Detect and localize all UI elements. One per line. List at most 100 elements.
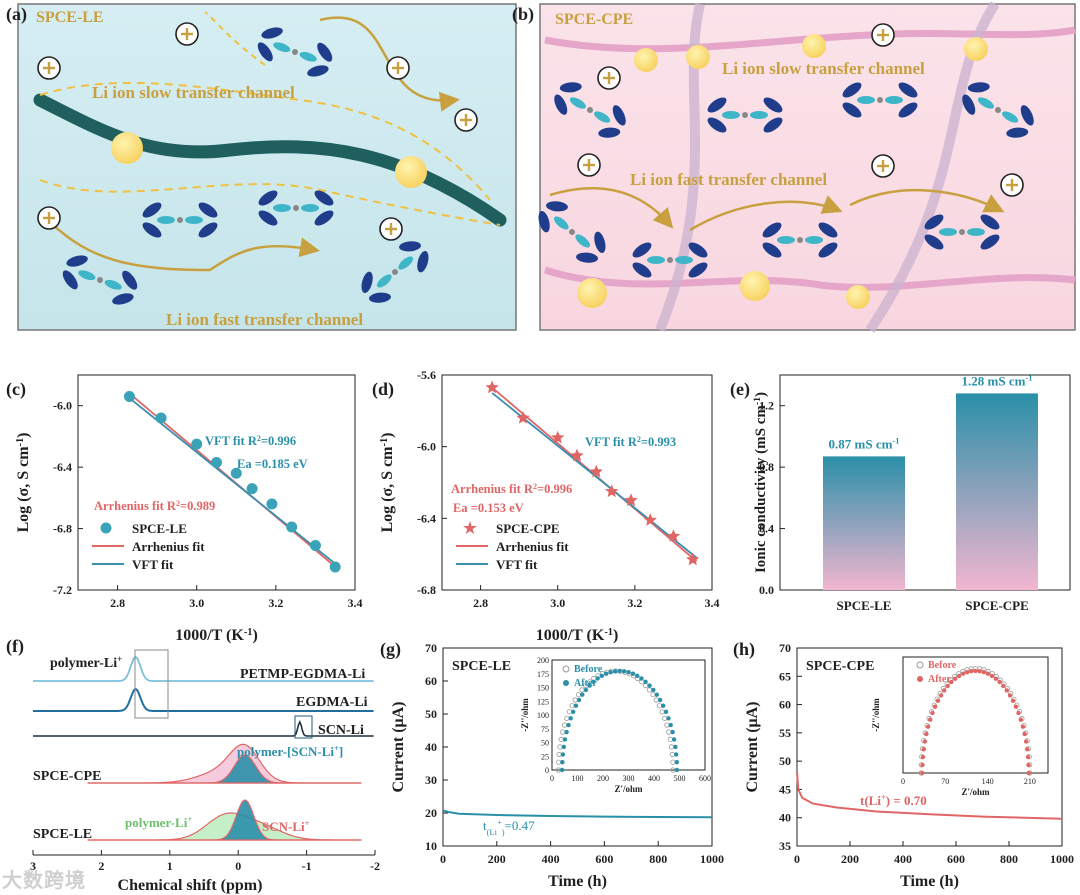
nyquist-point (920, 762, 925, 768)
arrhenius-annotation-part: Arrhenius fit R (94, 499, 177, 513)
nyquist-point (997, 679, 1002, 685)
x-tick-label: -1 (302, 859, 312, 873)
nyquist-point (1004, 688, 1009, 693)
nyquist-point (924, 731, 929, 737)
inset-x-tick-label: 140 (982, 777, 994, 786)
data-point (211, 457, 222, 469)
panel-a-title: SPCE-LE (36, 9, 104, 26)
nyquist-point (580, 692, 585, 697)
inset-y-tick-label: 75 (541, 725, 549, 734)
spectrum-label-part: + (117, 654, 122, 664)
arrhenius-annotation-part: 2 (533, 482, 537, 491)
y-tick-label: -6.4 (417, 511, 436, 525)
x-tick-label: SPCE-CPE (965, 598, 1029, 613)
nyquist-point (663, 709, 669, 714)
nyquist-point (1020, 724, 1026, 729)
nyquist-point (671, 737, 677, 742)
nyquist-point (1026, 770, 1031, 776)
arrhenius-annotation: Arrhenius fit R2=0.989 (94, 499, 215, 514)
nyquist-point (922, 739, 928, 744)
nyquist-point (604, 671, 609, 676)
spectrum-label-part: SCN-Li (262, 819, 305, 834)
nyquist-point (587, 683, 592, 688)
inset-legend-label: After (574, 678, 597, 689)
plot-frame (77, 374, 356, 591)
data-point (485, 380, 499, 394)
nyquist-point (576, 697, 582, 703)
x-tick-label: 800 (1000, 852, 1018, 866)
y-axis-label-part: -1 (15, 438, 26, 447)
legend-label: VFT fit (132, 557, 174, 572)
panel-letter: (g) (380, 639, 401, 660)
nyquist-point (661, 703, 666, 708)
x-tick-label: 600 (947, 852, 965, 866)
bar-value-label-part: -1 (892, 435, 899, 445)
data-point (686, 552, 700, 566)
y-tick-label: -6.8 (53, 522, 72, 536)
legend-label: VFT fit (496, 557, 538, 572)
y-axis-label: Current (μA) (744, 702, 761, 793)
y-axis-label: Current (μA) (390, 702, 407, 793)
nyquist-point (643, 679, 648, 684)
x-tick-label: 3.4 (705, 596, 720, 610)
x-tick-label: 600 (595, 852, 613, 866)
spectrum-label: SPCE-CPE (33, 769, 101, 784)
x-tick-label: 3.2 (268, 596, 283, 610)
data-point (286, 521, 298, 533)
x-tick-label: 0 (235, 859, 241, 873)
x-tick-label: 0 (440, 852, 446, 866)
nyquist-point (935, 698, 941, 703)
inset-frame (551, 659, 706, 771)
spectrum-label: polymer-Li+ (125, 814, 192, 830)
inset-x-tick-label: 200 (597, 774, 609, 783)
legend-marker (100, 522, 112, 534)
inset-y-tick-label: 100 (537, 711, 549, 720)
y-tick-label: 0.8 (759, 460, 774, 474)
nyquist-point (668, 722, 673, 728)
nyquist-point (938, 693, 944, 698)
y-tick-label: 30 (425, 773, 437, 787)
nyquist-point (925, 724, 931, 729)
data-point (516, 411, 530, 424)
inset-x-tick-label: 600 (699, 774, 711, 783)
inset-y-tick-label: 150 (537, 684, 549, 693)
nyquist-point (1023, 739, 1029, 744)
panel-e-letter: (e) (730, 379, 750, 400)
nyquist-point (561, 744, 566, 750)
inset-x-tick-label: 300 (623, 774, 635, 783)
y-tick-label: -7.2 (53, 583, 72, 597)
nyquist-point (608, 670, 613, 675)
nyquist-point (949, 679, 954, 685)
nyquist-point (969, 669, 974, 674)
chart-f: (f) 3 2 1 0 -1 -2 Chemical shift (ppm) polymer-L… (6, 636, 380, 894)
vft-fit-line (128, 397, 340, 568)
nyquist-point (630, 671, 636, 676)
spectrum-label-part: polymer-Li (50, 656, 117, 671)
nyquist-point (932, 704, 938, 709)
vft-annotation-part: VFT fit R (585, 435, 638, 449)
vft-annotation-part: VFT fit R (205, 434, 258, 448)
spectrum-line (33, 687, 374, 712)
x-tick-label: SPCE-LE (837, 598, 892, 613)
x-tick-label: 2.8 (473, 596, 488, 610)
vft-annotation: VFT fit R2=0.996 (205, 434, 296, 449)
x-axis-label: 1000/T (K-1) (536, 627, 619, 645)
transference-label-part: t (483, 818, 487, 833)
y-tick-label: 50 (779, 754, 791, 768)
transference-label: t(Li+)=0.47 (483, 817, 535, 837)
chart-c: (c) 2.8 3.0 3.2 3.4 -6.0 -6.4 -6.8 -7.2 1000/T (K… (6, 374, 363, 644)
bar-value-label: 0.87 mS cm-1 (829, 435, 900, 451)
panel-letter: (h) (733, 639, 755, 660)
panel-b (528, 1, 1076, 333)
data-point (329, 561, 341, 573)
nyquist-point (1016, 710, 1021, 716)
nyquist-point (920, 754, 926, 760)
nyquist-point (562, 737, 568, 742)
x-tick-label: 400 (542, 852, 560, 866)
vft-annotation-part: =0.996 (261, 434, 296, 448)
y-tick-label: 40 (425, 740, 437, 754)
bar-value-label: 1.28 mS cm-1 (962, 372, 1033, 388)
nyquist-point (566, 722, 571, 728)
